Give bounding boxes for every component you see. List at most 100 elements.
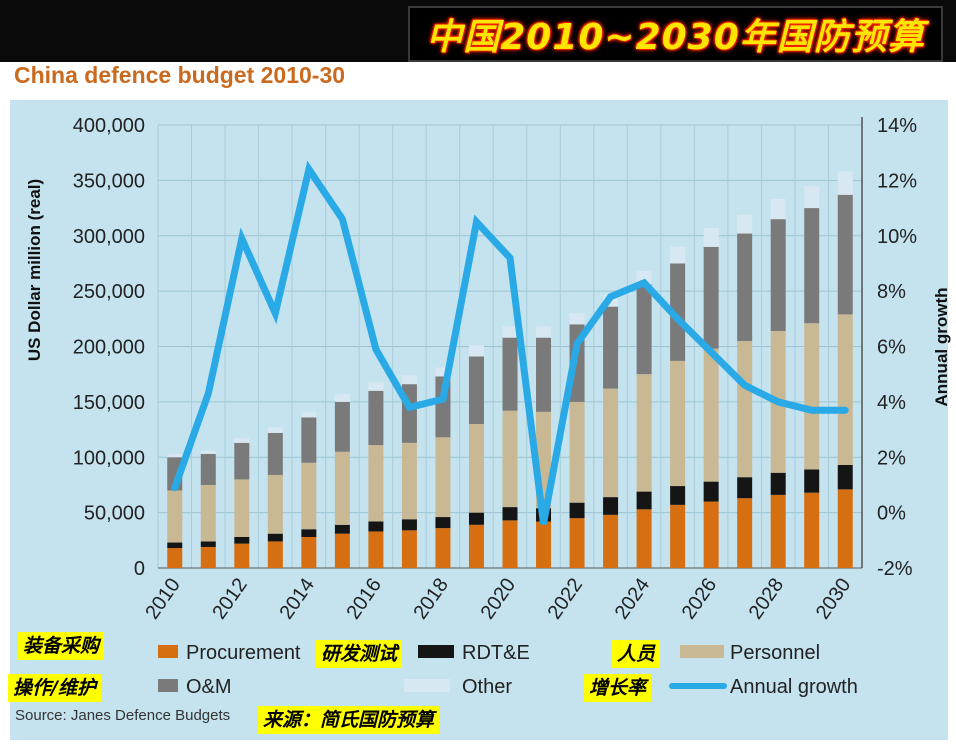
x-tick-label: 2020 — [477, 574, 521, 623]
bar-rdte — [267, 533, 283, 542]
bar-rdte — [770, 472, 786, 495]
bar-procurement — [401, 530, 417, 568]
bar-rdte — [234, 536, 250, 544]
growth-point — [709, 350, 713, 354]
bar-other — [703, 227, 719, 247]
bar-other — [401, 375, 417, 385]
bar-other — [536, 326, 552, 338]
bar-procurement — [167, 548, 183, 568]
bar-rdte — [603, 497, 619, 515]
bar-personnel — [603, 388, 619, 498]
chart-title: China defence budget 2010-30 — [14, 62, 346, 88]
right-axis-ticks: -2% 0% 2% 4% 6% 8% 10% 12% 14% — [877, 115, 917, 580]
cn-label-growth: 增长率 — [584, 674, 652, 702]
y-tick-label: 250,000 — [73, 281, 145, 303]
y2-tick-label: 4% — [877, 392, 906, 414]
x-tick-label: 2022 — [544, 574, 588, 623]
legend-label-other: Other — [462, 676, 512, 698]
growth-point — [407, 405, 411, 409]
bar-other — [267, 427, 283, 433]
bar-procurement — [670, 504, 686, 568]
bar-procurement — [301, 536, 317, 568]
y-tick-label: 200,000 — [73, 337, 145, 359]
y-axis-title: US Dollar million (real) — [25, 179, 44, 361]
bar-other — [334, 394, 350, 402]
bar-other — [804, 185, 820, 209]
growth-point — [273, 311, 277, 315]
growth-point — [307, 167, 311, 171]
x-tick-label: 2026 — [678, 574, 722, 623]
x-tick-label: 2016 — [342, 574, 386, 623]
bar-procurement — [737, 498, 753, 568]
growth-point — [743, 383, 747, 387]
y2-tick-label: -2% — [877, 558, 913, 580]
legend-label-personnel: Personnel — [730, 642, 820, 664]
bar-rdte — [334, 524, 350, 534]
bar-procurement — [368, 531, 384, 568]
y2-tick-label: 2% — [877, 447, 906, 469]
cn-label-source: 来源：简氏国防预算 — [258, 706, 440, 734]
bar-procurement — [502, 520, 518, 568]
growth-point — [609, 295, 613, 299]
x-tick-label: 2028 — [745, 574, 789, 623]
bar-rdte — [636, 491, 652, 510]
bar-rdte — [670, 486, 686, 505]
bar-procurement — [837, 489, 853, 568]
bar-om — [301, 417, 317, 463]
bar-personnel — [401, 442, 417, 520]
cn-label-om: 操作/维护 — [8, 674, 101, 702]
bar-personnel — [368, 445, 384, 522]
left-axis-ticks: 0 50,000 100,000 150,000 200,000 250,000 300,0… — [73, 115, 145, 580]
growth-point — [542, 522, 546, 526]
bar-other — [502, 326, 518, 338]
cn-label-personnel: 人员 — [612, 640, 661, 668]
bar-om — [368, 390, 384, 446]
growth-point — [810, 408, 814, 412]
bar-procurement — [536, 521, 552, 568]
bar-procurement — [435, 528, 451, 568]
y-tick-label: 350,000 — [73, 170, 145, 192]
bar-om — [267, 432, 283, 475]
growth-point — [240, 237, 244, 241]
cn-label-rdte: 研发测试 — [316, 640, 403, 668]
growth-point — [340, 217, 344, 221]
bar-om — [603, 306, 619, 389]
bar-procurement — [636, 509, 652, 568]
bar-other — [737, 214, 753, 234]
growth-line-group — [171, 160, 849, 526]
bar-other — [167, 453, 183, 458]
legend-label-rdte: RDT&E — [462, 642, 530, 664]
y2-tick-label: 14% — [877, 115, 917, 137]
bar-om — [670, 263, 686, 361]
bar-rdte — [837, 465, 853, 490]
bar-other — [468, 345, 484, 357]
bar-other — [837, 171, 853, 195]
bar-other — [770, 199, 786, 220]
legend-label-growth: Annual growth — [730, 676, 858, 698]
bar-other — [200, 450, 216, 454]
growth-point — [642, 281, 646, 285]
growth-point — [374, 347, 378, 351]
bar-rdte — [502, 507, 518, 521]
y2-tick-label: 12% — [877, 170, 917, 192]
bar-om — [636, 284, 652, 375]
growth-point — [676, 317, 680, 321]
bar-other — [435, 367, 451, 377]
bar-personnel — [334, 451, 350, 525]
bar-rdte — [737, 477, 753, 499]
y-tick-label: 300,000 — [73, 226, 145, 248]
bar-rdte — [804, 469, 820, 493]
bar-personnel — [737, 340, 753, 478]
bar-procurement — [334, 533, 350, 568]
legend-swatch-rdte — [418, 645, 454, 658]
bar-om — [536, 337, 552, 412]
bar-rdte — [167, 542, 183, 549]
bar-rdte — [435, 517, 451, 529]
bar-personnel — [200, 484, 216, 542]
bar-personnel — [267, 474, 283, 534]
y-tick-label: 150,000 — [73, 392, 145, 414]
y-tick-label: 0 — [134, 558, 145, 580]
bar-procurement — [468, 524, 484, 568]
cn-label-procurement: 装备采购 — [18, 632, 105, 660]
